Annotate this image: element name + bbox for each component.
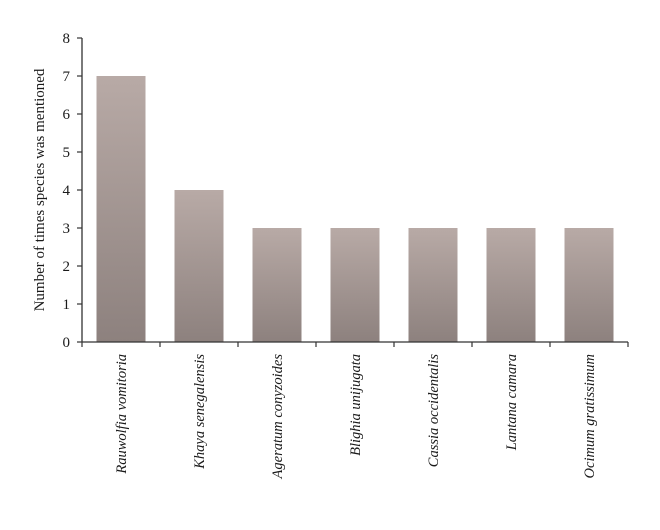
bar-3	[330, 228, 380, 342]
bars	[96, 76, 614, 342]
bar-0	[96, 76, 146, 342]
y-tick-label: 2	[63, 259, 71, 275]
x-category-label: Ageratum conyzoides	[270, 354, 286, 480]
y-tick-label: 8	[63, 31, 71, 47]
bar-6	[564, 228, 614, 342]
y-tick-label: 5	[63, 145, 71, 161]
y-tick-label: 1	[63, 297, 71, 313]
x-category-label: Cassia occidentalis	[426, 354, 442, 468]
y-tick-label: 7	[63, 69, 71, 85]
x-category-label: Ocimum gratissimum	[582, 354, 598, 478]
x-category-label: Lantana camara	[504, 354, 520, 451]
bar-2	[252, 228, 302, 342]
y-tick-label: 3	[63, 221, 71, 237]
x-category-label: Blighia unijugata	[348, 354, 364, 456]
y-tick-label: 6	[63, 107, 71, 123]
y-axis-title: Number of times species was mentioned	[32, 68, 48, 311]
bar-4	[408, 228, 458, 342]
y-tick-label: 0	[63, 335, 71, 351]
x-category-label: Rauwolfia vomitoria	[114, 354, 130, 475]
y-ticks: 0 1 2 3 4 5 6 7 8	[63, 31, 82, 351]
bar-5	[486, 228, 536, 342]
x-category-labels: Rauwolfia vomitoria Khaya senegalensis Age…	[81, 342, 629, 480]
x-category-label: Khaya senegalensis	[192, 354, 208, 470]
bar-1	[174, 190, 224, 342]
y-tick-label: 4	[63, 183, 71, 199]
